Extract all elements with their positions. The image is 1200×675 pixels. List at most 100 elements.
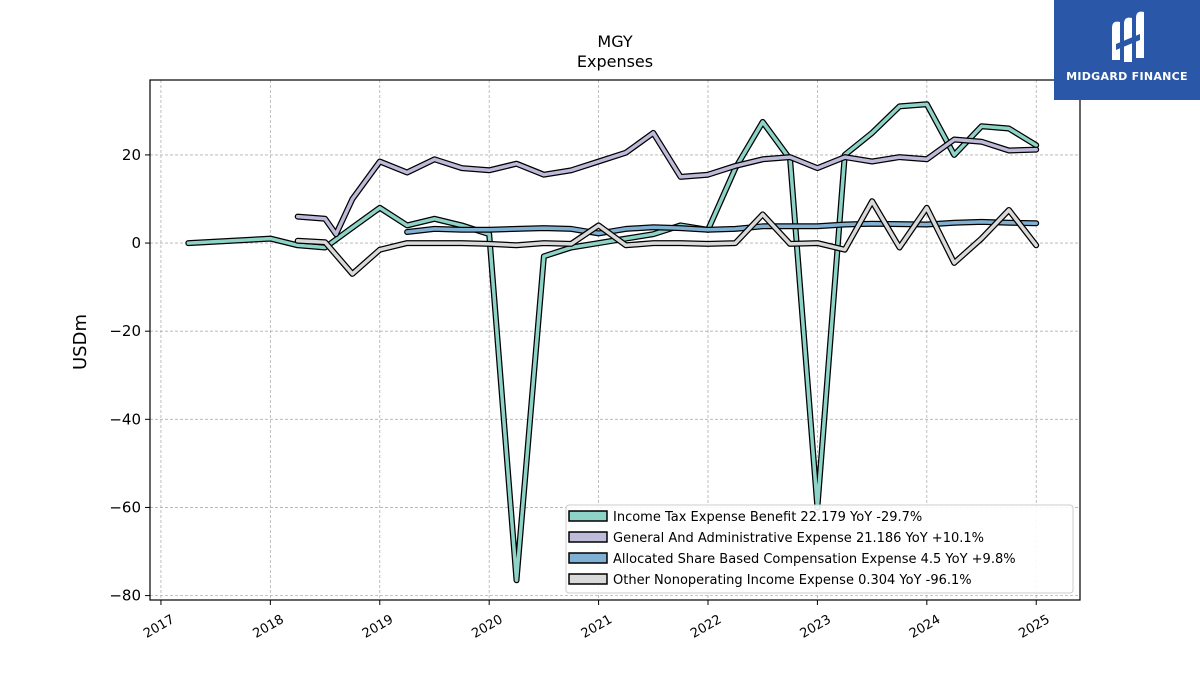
data-point <box>952 220 957 225</box>
data-point <box>678 226 683 231</box>
x-tick-label: 2020 <box>469 612 505 642</box>
data-point <box>459 166 464 171</box>
x-tick-label: 2025 <box>1016 612 1052 642</box>
series-lines <box>185 101 1040 584</box>
series-line-outline <box>294 129 1040 238</box>
data-point <box>924 205 929 210</box>
data-point <box>377 247 382 252</box>
data-point <box>706 227 711 232</box>
data-point <box>870 159 875 164</box>
data-point <box>268 236 273 241</box>
data-point <box>432 157 437 162</box>
data-point <box>760 212 765 217</box>
y-axis-label: USDm <box>70 314 91 370</box>
data-point <box>788 241 793 246</box>
series-line-stroke <box>295 131 1038 236</box>
data-point <box>897 155 902 160</box>
data-point <box>623 150 628 155</box>
data-point <box>295 214 300 219</box>
data-point <box>952 137 957 142</box>
data-point <box>295 238 300 243</box>
data-point <box>487 241 492 246</box>
legend: Income Tax Expense Benefit 22.179 YoY -2… <box>565 504 1074 594</box>
data-point <box>842 222 847 227</box>
data-point <box>350 196 355 201</box>
data-point <box>788 224 793 229</box>
data-point <box>678 174 683 179</box>
data-point <box>979 236 984 241</box>
x-tick-label: 2024 <box>907 612 943 642</box>
y-tick-label: −20 <box>109 322 141 340</box>
midgard-logo-icon <box>1112 11 1144 63</box>
data-point <box>651 130 656 135</box>
x-tick-label: 2017 <box>141 612 177 642</box>
plot-frame <box>149 79 1081 601</box>
series-line <box>404 218 1040 237</box>
data-point <box>569 241 574 246</box>
data-point <box>1034 243 1039 248</box>
legend-entry: Allocated Share Based Compensation Expen… <box>613 552 1016 567</box>
data-point <box>405 223 410 228</box>
data-point <box>377 205 382 210</box>
legend-entry: General And Administrative Expense 21.18… <box>613 531 984 546</box>
data-point <box>377 159 382 164</box>
series-line-stroke <box>186 102 1038 582</box>
legend-swatch <box>568 510 608 522</box>
legend-swatch <box>568 531 608 543</box>
y-tick-label: −40 <box>109 410 141 428</box>
data-point <box>815 166 820 171</box>
data-point <box>651 225 656 230</box>
legend-swatch <box>568 552 608 564</box>
x-tick-label: 2019 <box>360 612 396 642</box>
data-point <box>788 155 793 160</box>
series-line-stroke <box>405 220 1038 236</box>
data-point <box>1006 208 1011 213</box>
data-point <box>1006 148 1011 153</box>
y-tick-label: 20 <box>122 146 141 164</box>
data-point <box>979 139 984 144</box>
data-point <box>623 243 628 248</box>
data-point <box>405 230 410 235</box>
data-point <box>323 240 328 245</box>
data-point <box>514 226 519 231</box>
data-point <box>514 578 519 583</box>
x-tick-label: 2022 <box>688 612 724 642</box>
data-point <box>541 241 546 246</box>
data-point <box>733 226 738 231</box>
data-point <box>979 219 984 224</box>
data-point <box>733 241 738 246</box>
data-point <box>405 241 410 246</box>
data-point <box>952 152 957 157</box>
legend-swatch <box>568 573 608 585</box>
data-point <box>514 243 519 248</box>
data-point <box>651 232 656 237</box>
data-point <box>733 163 738 168</box>
legend-entry: Other Nonoperating Income Expense 0.304 … <box>613 573 972 588</box>
data-point <box>1006 126 1011 131</box>
data-point <box>897 222 902 227</box>
data-point <box>596 223 601 228</box>
chart-title: MGY <box>597 32 632 51</box>
data-point <box>323 216 328 221</box>
data-point <box>842 247 847 252</box>
data-point <box>678 241 683 246</box>
data-point <box>459 241 464 246</box>
data-point <box>897 104 902 109</box>
data-point <box>623 226 628 231</box>
data-point <box>350 225 355 230</box>
series-line <box>294 129 1040 238</box>
data-point <box>1034 221 1039 226</box>
data-point <box>760 157 765 162</box>
x-tick-label: 2018 <box>251 612 287 642</box>
data-point <box>1034 147 1039 152</box>
data-point <box>979 124 984 129</box>
data-point <box>815 241 820 246</box>
series-line <box>185 101 1040 584</box>
data-point <box>569 168 574 173</box>
data-point <box>432 226 437 231</box>
brand-logo: MIDGARD FINANCE <box>1054 0 1200 100</box>
data-point <box>815 224 820 229</box>
data-point <box>432 241 437 246</box>
data-point <box>596 231 601 236</box>
data-point <box>569 226 574 231</box>
